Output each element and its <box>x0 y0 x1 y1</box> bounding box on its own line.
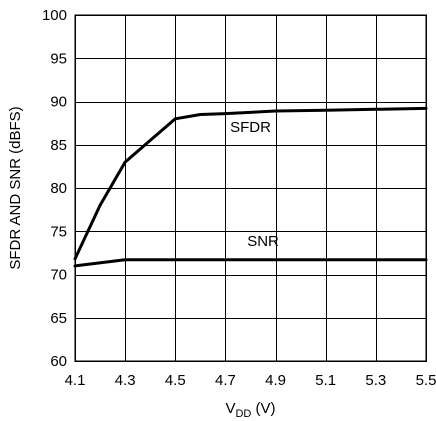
x-axis-label-subscript: DD <box>235 408 251 420</box>
y-tick-label: 80 <box>50 180 67 197</box>
x-tick-label: 5.1 <box>315 372 336 389</box>
x-tick-label: 5.3 <box>365 372 386 389</box>
series-group <box>73 106 428 268</box>
x-tick-label: 4.3 <box>115 372 136 389</box>
y-tick-label: 95 <box>50 50 67 67</box>
y-tick-label: 90 <box>50 94 67 111</box>
y-tick-labels: 60 65 70 75 80 85 90 95 100 <box>42 7 67 370</box>
y-axis-label: SFDR AND SNR (dBFS) <box>7 106 24 269</box>
series-label-snr: SNR <box>247 233 279 250</box>
x-axis-label-main: V <box>225 400 235 417</box>
plot-frame <box>74 14 427 362</box>
grid <box>75 15 427 362</box>
x-tick-label: 4.1 <box>65 372 86 389</box>
x-tick-label: 4.9 <box>265 372 286 389</box>
x-tick-labels: 4.1 4.3 4.5 4.7 4.9 5.1 5.3 5.5 <box>65 372 436 389</box>
series-line-snr <box>73 258 428 268</box>
x-tick-label: 5.5 <box>416 372 436 389</box>
y-tick-label: 75 <box>50 223 67 240</box>
annotation-group: SFDR SNR <box>230 119 279 250</box>
x-tick-label: 4.5 <box>165 372 186 389</box>
x-axis-label: VDD (V) <box>225 400 275 420</box>
x-axis-label-unit: (V) <box>251 400 275 417</box>
y-tick-label: 65 <box>50 310 67 327</box>
y-tick-label: 70 <box>50 267 67 284</box>
x-tick-label: 4.7 <box>215 372 236 389</box>
y-tick-label: 60 <box>50 353 67 370</box>
y-tick-label: 85 <box>50 137 67 154</box>
series-label-sfdr: SFDR <box>230 119 271 136</box>
y-tick-label: 100 <box>42 7 67 24</box>
series-line-sfdr <box>73 106 428 261</box>
